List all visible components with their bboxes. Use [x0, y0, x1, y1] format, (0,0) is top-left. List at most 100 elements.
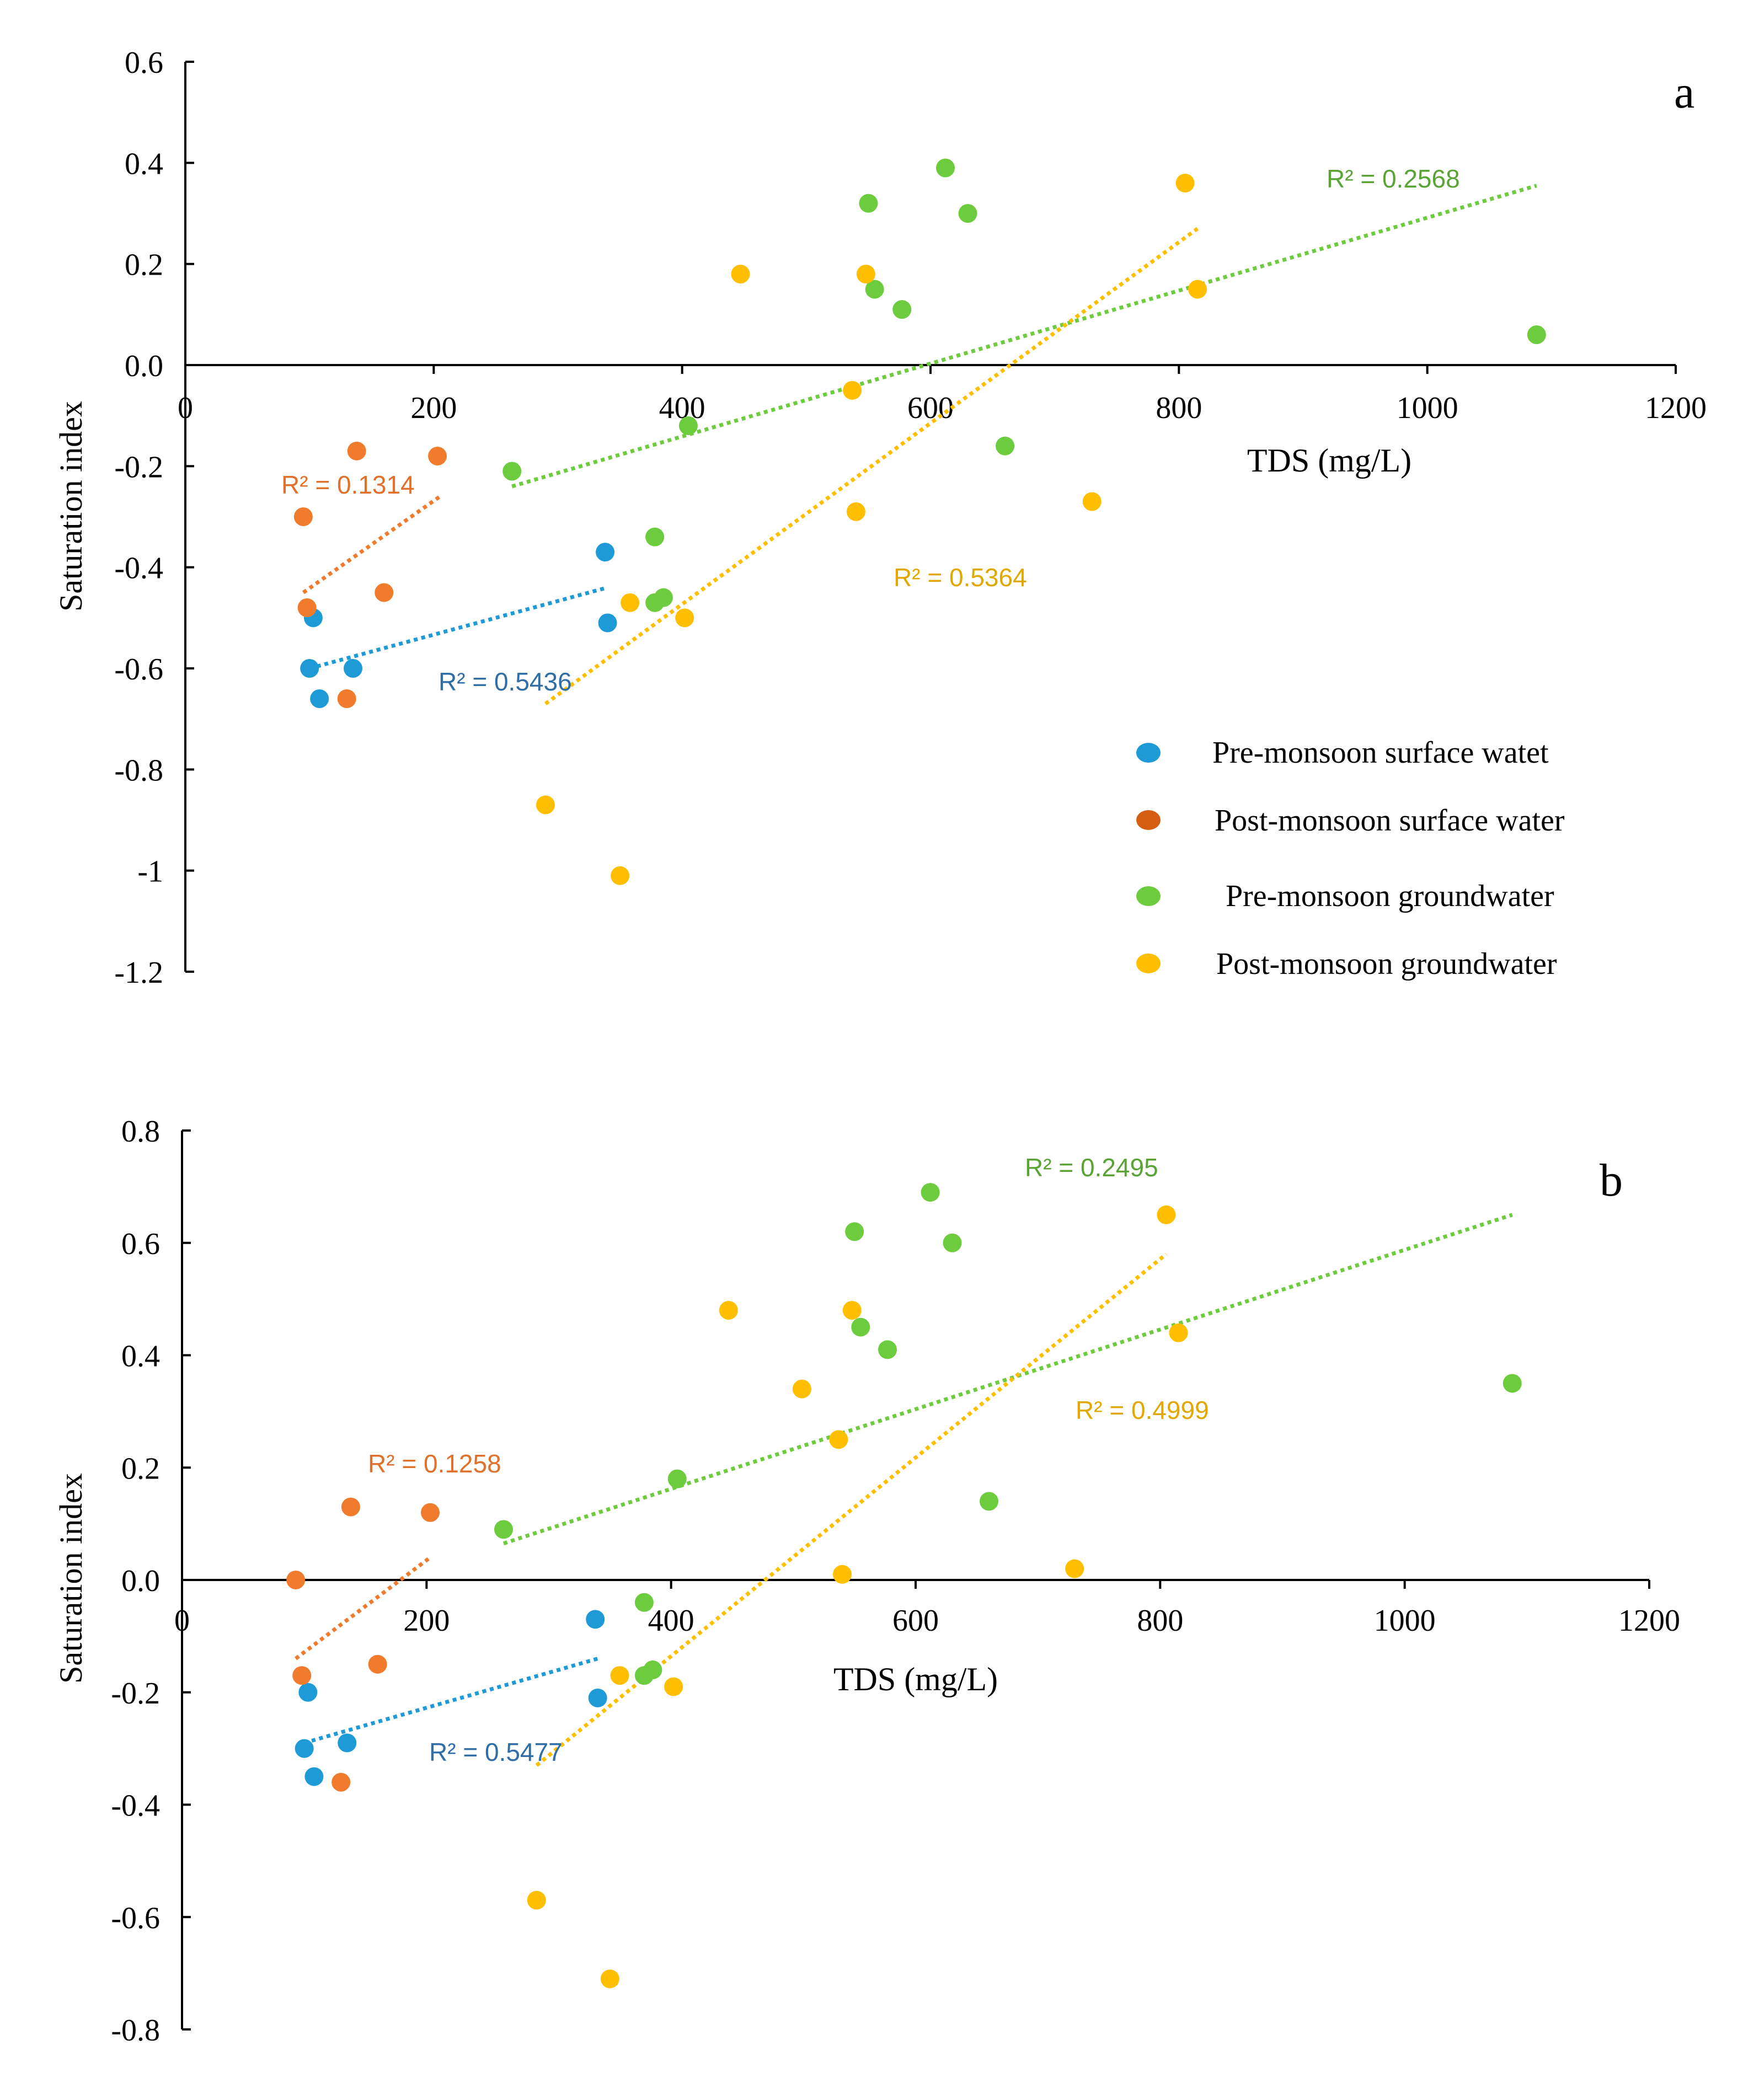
panel-a-point-pre-ground [1527, 325, 1546, 344]
legend-marker-post-ground [1136, 953, 1161, 973]
panel-b-label: b [1600, 1155, 1623, 1206]
panel-b-point-pre-surface [304, 1767, 324, 1786]
panel-b-point-post-ground [527, 1890, 546, 1910]
panel-a-point-pre-ground [865, 280, 884, 299]
panel-a-point-post-ground [1175, 174, 1195, 192]
panel-b-y-tick-label: -0.4 [111, 1789, 160, 1823]
panel-a-trendline-pre-surface [309, 585, 608, 671]
panel-a-r2-label-post-surface: R² = 0.1314 [281, 470, 415, 499]
panel-a-y-tick-label: -1 [137, 855, 163, 889]
panel-a-y-tick-label: -1.2 [114, 956, 163, 990]
legend-item-post-ground: Post-monsoon groundwater [1136, 947, 1557, 981]
panel-a-x-axis-title: TDS (mg/L) [1247, 442, 1411, 479]
panel-a-y-tick-label: -0.8 [114, 753, 163, 788]
panel-b-y-tick-label: 0.6 [121, 1227, 160, 1261]
panel-b-x-tick-label: 0 [174, 1604, 190, 1638]
panel-b-point-pre-surface [298, 1683, 318, 1702]
legend-label-post-surface: Post-monsoon surface water [1215, 803, 1565, 838]
panel-b-y-tick-label: 0.0 [121, 1564, 160, 1598]
panel-a-point-post-ground [843, 381, 862, 400]
panel-b-y-tick-label: -0.2 [111, 1676, 160, 1711]
panel-a-point-post-surface [428, 447, 447, 465]
panel-a-trendline-post-ground [544, 227, 1199, 705]
panel-b-chart: b TDS (mg/L) Saturation index 0.8 0.6 0.4 0… [53, 1115, 1680, 2048]
panel-b-point-post-ground [600, 1969, 619, 1989]
panel-b-r2-label-pre-surface: R² = 0.5477 [429, 1738, 563, 1766]
panel-a-r2-label-post-ground: R² = 0.5364 [894, 563, 1027, 592]
panel-a-point-pre-surface [598, 613, 617, 633]
panel-b-point-pre-surface [586, 1610, 605, 1629]
panel-b-point-pre-ground [643, 1660, 662, 1679]
panel-b-x-tick-label: 200 [403, 1604, 450, 1638]
panel-b-point-post-ground [829, 1430, 848, 1449]
panel-b-point-post-ground [610, 1666, 629, 1685]
panel-b-x-tick-label: 400 [648, 1604, 694, 1638]
panel-a-point-pre-surface [596, 543, 615, 562]
panel-a-trendline-pre-ground [511, 184, 1537, 489]
panel-a-point-pre-ground [892, 300, 912, 319]
panel-b-r2-label-post-surface: R² = 0.1258 [368, 1449, 501, 1478]
panel-a-point-post-ground [846, 502, 865, 521]
panel-a-y-tick-label: 0.2 [125, 248, 163, 282]
panel-b-point-pre-ground [1503, 1374, 1522, 1393]
panel-a-r2-label-pre-surface: R² = 0.5436 [439, 667, 572, 696]
panel-b-point-post-ground [842, 1301, 862, 1320]
panel-b-point-post-ground [833, 1565, 852, 1584]
panel-a-point-post-ground [536, 795, 555, 815]
panel-b-y-axis-title: Saturation index [53, 1473, 89, 1684]
panel-b-point-pre-surface [588, 1688, 607, 1707]
panel-b-point-pre-ground [878, 1340, 897, 1359]
panel-a-x-tick-label: 600 [907, 391, 954, 425]
panel-a-x-tick-label: 1000 [1397, 391, 1458, 425]
panel-a-point-post-surface [375, 583, 394, 602]
panel-b-y-tick-label: 0.4 [121, 1340, 160, 1374]
panel-b-point-pre-ground [921, 1183, 940, 1202]
legend-label-pre-ground: Pre-monsoon groundwater [1226, 879, 1554, 913]
panel-b-point-post-ground [1169, 1323, 1188, 1342]
panel-a-point-post-surface [347, 441, 366, 460]
legend-item-post-surface: Post-monsoon surface water [1136, 803, 1565, 838]
legend-marker-pre-ground [1136, 886, 1161, 906]
panel-b-point-pre-ground [943, 1233, 962, 1252]
panel-b-point-post-surface [341, 1497, 360, 1517]
panel-b-point-post-surface [368, 1654, 387, 1674]
panel-a-point-post-ground [1188, 280, 1207, 299]
panel-b-point-pre-ground [980, 1492, 998, 1511]
panel-a-point-pre-ground [678, 416, 698, 435]
panel-a-y-tick-label: 0.4 [125, 147, 163, 181]
legend-item-pre-ground: Pre-monsoon groundwater [1136, 879, 1554, 913]
panel-a-y-tick-label: 0.6 [125, 46, 163, 80]
panel-a-point-pre-surface [343, 659, 362, 678]
panel-b-point-post-ground [1157, 1205, 1176, 1224]
legend-marker-post-surface [1136, 810, 1161, 830]
panel-b-y-tick-label: -0.6 [111, 1901, 160, 1935]
panel-a-trendline-post-surface [302, 495, 441, 594]
panel-b-point-post-surface [292, 1666, 312, 1685]
panel-b-point-pre-surface [295, 1739, 314, 1758]
panel-b-point-post-surface [332, 1772, 351, 1792]
panel-b-x-tick-label: 800 [1137, 1604, 1183, 1638]
panel-b-point-pre-ground [494, 1520, 513, 1539]
panel-a-y-tick-label: -0.2 [114, 450, 163, 484]
panel-a-point-post-surface [337, 689, 356, 708]
panel-a-x-tick-label: 200 [410, 391, 457, 425]
panel-a-x-tick-label: 0 [178, 391, 193, 425]
panel-a-r2-label-pre-ground: R² = 0.2568 [1327, 164, 1460, 193]
panel-a-y-tick-label: -0.6 [114, 652, 163, 687]
panel-a-point-pre-surface [310, 689, 329, 708]
panel-b-r2-label-post-ground: R² = 0.4999 [1076, 1396, 1209, 1424]
panel-a-point-pre-ground [502, 462, 522, 481]
panel-a-y-tick-label: 0.0 [125, 349, 163, 383]
legend: Pre-monsoon surface watet Post-monsoon s… [1136, 736, 1565, 981]
panel-b-point-post-ground [719, 1301, 738, 1320]
panel-b-y-tick-label: -0.8 [111, 2013, 160, 2048]
panel-a-label: a [1674, 67, 1694, 118]
panel-b-trendline-post-surface [295, 1556, 432, 1660]
panel-b-point-pre-ground [845, 1222, 864, 1241]
panel-a-x-tick-label: 1200 [1645, 391, 1707, 425]
panel-a-chart: a TDS (mg/L) Saturation index 0.6 0.4 0.2 0… [53, 46, 1707, 990]
panel-a-point-post-ground [621, 593, 640, 612]
panel-b-point-pre-surface [338, 1733, 357, 1753]
